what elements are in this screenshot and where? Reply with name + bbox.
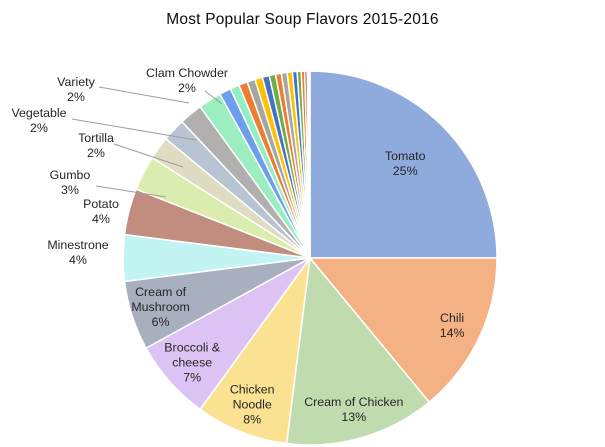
pie-slice-cream-of-chicken [285,257,430,446]
pie-slice-chili [309,257,498,403]
leader-line-tortilla [113,143,184,168]
slice-label-variety: 2% [67,90,85,104]
slice-label-cream-of-chicken: 13% [341,410,366,424]
slice-label-vegetable: 2% [30,121,48,135]
slice-label-clam-chowder: 2% [178,81,196,95]
slice-label-minestrone: Minestrone [47,238,108,252]
pie-slice-chicken-noodle [199,257,311,445]
slice-label-chili: 14% [440,326,465,340]
slice-label-tomato: Tomato [385,149,426,163]
slice-label-chili: Chili [440,311,464,325]
leader-line-gumbo [95,185,167,198]
slice-label-gumbo: 3% [61,183,79,197]
slice-label-broccoli-cheese: 7% [183,370,201,384]
slice-label-broccoli-cheese: cheese [172,355,212,369]
slice-label-clam-chowder: Clam Chowder [146,66,228,80]
leader-line-variety [98,86,190,104]
leader-line-clam-chowder [204,90,223,105]
slice-label-tortilla: 2% [87,146,105,160]
slice-label-cream-of-mushroom: Cream of [135,285,187,299]
slice-label-tortilla: Tortilla [78,131,114,145]
pie-slice-unlabeled [308,70,311,259]
leader-line-vegetable [71,118,197,141]
slice-label-vegetable: Vegetable [11,106,66,120]
slice-label-potato: Potato [83,197,119,211]
slice-label-cream-of-chicken: Cream of Chicken [304,395,403,409]
slice-label-tomato: 25% [393,164,418,178]
chart-title: Most Popular Soup Flavors 2015-2016 [166,11,439,28]
slice-label-potato: 4% [92,212,110,226]
slice-label-variety: Variety [57,75,95,89]
slice-label-broccoli-cheese: Broccoli & [164,340,221,354]
slice-label-gumbo: Gumbo [50,168,91,182]
slice-label-chicken-noodle: Chicken [230,383,275,397]
slice-label-chicken-noodle: 8% [243,413,261,427]
slice-label-minestrone: 4% [69,253,87,267]
slice-label-chicken-noodle: Noodle [233,398,272,412]
pie-slice-tomato [309,70,498,259]
slice-label-cream-of-mushroom: Mushroom [131,300,190,314]
slice-label-cream-of-mushroom: 6% [152,315,170,329]
